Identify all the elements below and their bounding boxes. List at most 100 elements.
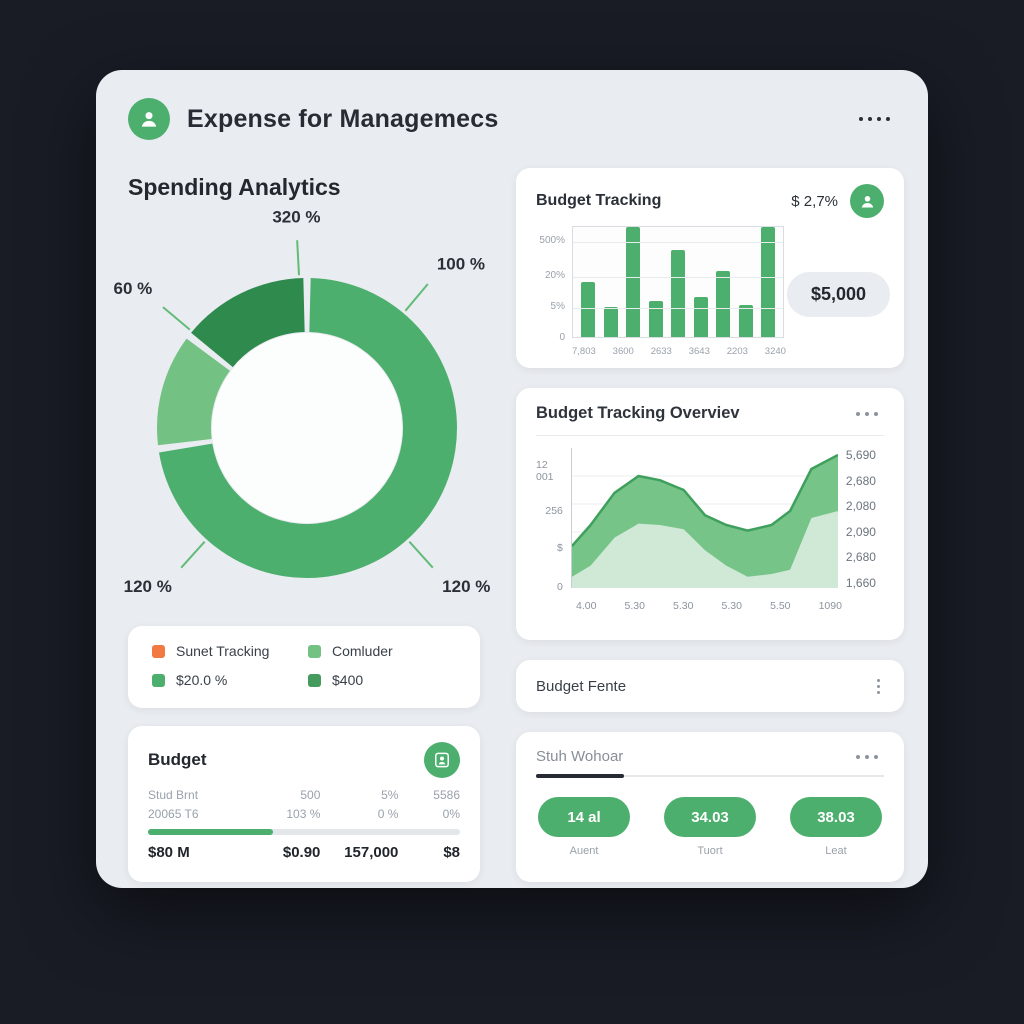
- area-x-tick: 5.30: [624, 600, 645, 612]
- wohoar-title: Stuh Wohoar: [536, 748, 624, 765]
- area-chart-svg: [570, 453, 839, 588]
- pill-button[interactable]: 34.03: [664, 797, 756, 837]
- donut-segment-dark: [191, 278, 305, 368]
- area-right-tick: 2,680: [845, 550, 876, 564]
- budget-table: Stud Brnt 500 5% 5586 20065 T6 103 % 0 % 0% $80 …: [148, 788, 460, 861]
- x-axis-tick: 3643: [688, 346, 710, 357]
- bar-chart: 500% 20% 5% 0: [536, 226, 784, 343]
- bar-chart-plot: [572, 226, 784, 338]
- area-right-tick: 2,680: [845, 473, 876, 488]
- area-x-tick: 5.30: [721, 600, 742, 612]
- budget-progress-track: [148, 829, 460, 835]
- pill-group: 34.03 Tuort: [664, 797, 756, 857]
- tracking-rate: $ 2,7%: [791, 192, 838, 210]
- person-icon: [141, 112, 157, 127]
- area-right-tick: 2,090: [845, 524, 876, 539]
- area-x-tick: 1090: [818, 600, 842, 612]
- area-series-upper-line: [570, 453, 839, 547]
- pill-button[interactable]: 14 al: [538, 797, 630, 837]
- legend-label: Comluder: [332, 643, 393, 659]
- area-x-tick: 5.30: [673, 600, 694, 612]
- pill-button[interactable]: 38.03: [790, 797, 882, 837]
- spending-analytics-heading: Spending Analytics: [128, 174, 341, 200]
- area-right-tick: 2,080: [845, 499, 876, 513]
- table-sub-cell: 103 %: [286, 807, 321, 821]
- pill-group: 14 al Auent: [538, 797, 630, 857]
- area-left-tick: 256: [545, 505, 563, 518]
- donut-callout-line: [180, 541, 206, 569]
- bar: [581, 282, 595, 337]
- amount-badge: $5,000: [786, 272, 890, 317]
- person-icon: [861, 195, 873, 208]
- y-axis-tick: 500%: [539, 234, 565, 246]
- three-dots-icon[interactable]: [850, 406, 884, 422]
- page-title: Expense for Managemecs: [187, 104, 499, 133]
- area-series-lower: [571, 511, 838, 588]
- bar: [761, 227, 775, 337]
- table-total-cell: $80 M: [148, 844, 190, 861]
- table-total-row: $80 M $0.90 157,000 $8: [148, 840, 460, 861]
- table-header-cell: 500: [300, 788, 321, 802]
- budget-card-header: Budget: [148, 742, 460, 778]
- donut-callout-line: [408, 541, 434, 569]
- table-sub-cell: 20065 T6: [148, 807, 199, 821]
- four-dots-icon[interactable]: [853, 111, 896, 127]
- title-underline: [536, 774, 624, 778]
- overview-title: Budget Tracking Overviev: [536, 404, 740, 422]
- budget-card: Budget Stud Brnt 500 5% 5586 20065 T6 103 % 0 …: [128, 726, 480, 882]
- tracking-title: Budget Tracking: [536, 192, 662, 209]
- pill-label: Tuort: [697, 845, 723, 857]
- wohoar-card-header: Stuh Wohoar: [536, 748, 884, 765]
- area-x-tick: 4.00: [576, 600, 597, 612]
- table-header-cell: 5586: [433, 788, 460, 802]
- header: Expense for Managemecs: [128, 98, 896, 140]
- x-axis-tick: 3600: [612, 346, 634, 357]
- legend-item: Sunet Tracking: [152, 643, 300, 659]
- grid-line: [573, 277, 783, 279]
- donut-callout-line: [162, 306, 191, 331]
- table-header-row: Stud Brnt 500 5% 5586: [148, 788, 460, 802]
- wohoar-card: Stuh Wohoar 14 al Auent 34.03 Tuort 38.03 Lea…: [516, 732, 904, 882]
- y-axis-tick: 5%: [550, 300, 565, 312]
- divider: [536, 435, 884, 436]
- legend-swatch-icon: [308, 673, 321, 687]
- donut-callout-line: [404, 283, 429, 312]
- legend-swatch-icon: [152, 673, 165, 687]
- overview-card: Budget Tracking Overviev 12 001 256 $0 5,6…: [516, 388, 904, 640]
- tracking-avatar[interactable]: [850, 184, 884, 218]
- tracking-card: Budget Tracking $ 2,7% 500% 20% 5% 0 7,803 3…: [516, 168, 904, 368]
- donut-segment-main: [159, 278, 458, 578]
- bar: [716, 271, 730, 337]
- donut-callout-label: 120 %: [442, 577, 490, 596]
- kebab-icon[interactable]: [873, 675, 884, 698]
- area-chart-right-axis: 5,690 2,680 2,080 2,090 2,680 1,660: [837, 448, 884, 594]
- bar: [671, 250, 685, 337]
- donut-chart: 320 % 100 % 120 % 120 % 60 %: [114, 207, 491, 596]
- user-avatar[interactable]: [128, 98, 170, 140]
- x-axis-tick: 2203: [726, 346, 748, 357]
- bar: [626, 227, 640, 337]
- legend-label: $20.0 %: [176, 672, 228, 688]
- legend-label: Sunet Tracking: [176, 643, 270, 659]
- donut-callout-label: 100 %: [437, 254, 485, 273]
- table-sub-cell: 0%: [442, 807, 460, 821]
- y-axis-tick: 0: [559, 332, 565, 343]
- fente-title: Budget Fente: [536, 677, 627, 695]
- area-chart-left-axis: 12 001 256 $0: [536, 448, 571, 593]
- donut-callout-line: [296, 240, 300, 276]
- table-header-cell: 5%: [381, 788, 399, 802]
- legend-grid: Sunet Tracking Comluder $20.0 % $400: [152, 643, 456, 688]
- three-dots-icon[interactable]: [850, 749, 884, 765]
- legend-item: $20.0 %: [152, 672, 300, 688]
- pill-label: Leat: [825, 845, 847, 857]
- contacts-button[interactable]: [424, 742, 460, 778]
- area-chart: 12 001 256 $0 5,690 2,680 2,080 2,090 2,680 1,6…: [536, 448, 884, 594]
- bar: [603, 307, 618, 337]
- legend-item: Comluder: [308, 643, 456, 659]
- donut-callout-label: 320 %: [272, 207, 320, 226]
- dashboard-panel: Expense for Managemecs Spending Analytic…: [96, 70, 928, 888]
- table-total-cell: $8: [443, 844, 460, 861]
- grid-line: [573, 307, 783, 309]
- budget-title: Budget: [148, 750, 207, 769]
